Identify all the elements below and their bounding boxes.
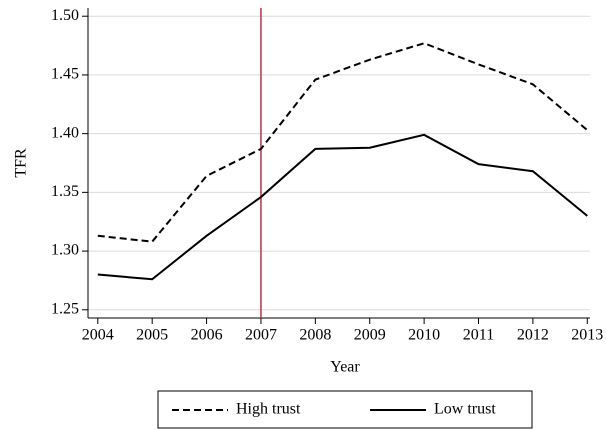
x-tick-label: 2006 [191, 327, 223, 344]
y-tick-label: 1.35 [51, 183, 79, 200]
x-tick-label: 2009 [354, 327, 386, 344]
y-tick-label: 1.50 [51, 7, 79, 24]
x-tick-label: 2010 [408, 327, 440, 344]
x-tick-label: 2013 [571, 327, 603, 344]
legend-label: High trust [236, 401, 301, 418]
x-tick-label: 2005 [136, 327, 168, 344]
x-tick-label: 2011 [463, 327, 494, 344]
y-tick-label: 1.25 [51, 300, 79, 317]
x-tick-label: 2012 [517, 327, 549, 344]
y-tick-label: 1.45 [51, 66, 79, 83]
y-axis-label: TFR [13, 148, 30, 178]
x-tick-label: 2004 [82, 327, 114, 344]
legend-box [157, 390, 533, 429]
legend-label: Low trust [434, 401, 496, 418]
y-tick-label: 1.40 [51, 124, 79, 141]
series-line [97, 133, 588, 281]
x-tick-label: 2007 [245, 327, 277, 344]
series-line [97, 42, 588, 243]
x-axis-label: Year [330, 359, 360, 376]
x-tick-label: 2008 [299, 327, 331, 344]
y-tick-label: 1.30 [51, 242, 79, 259]
